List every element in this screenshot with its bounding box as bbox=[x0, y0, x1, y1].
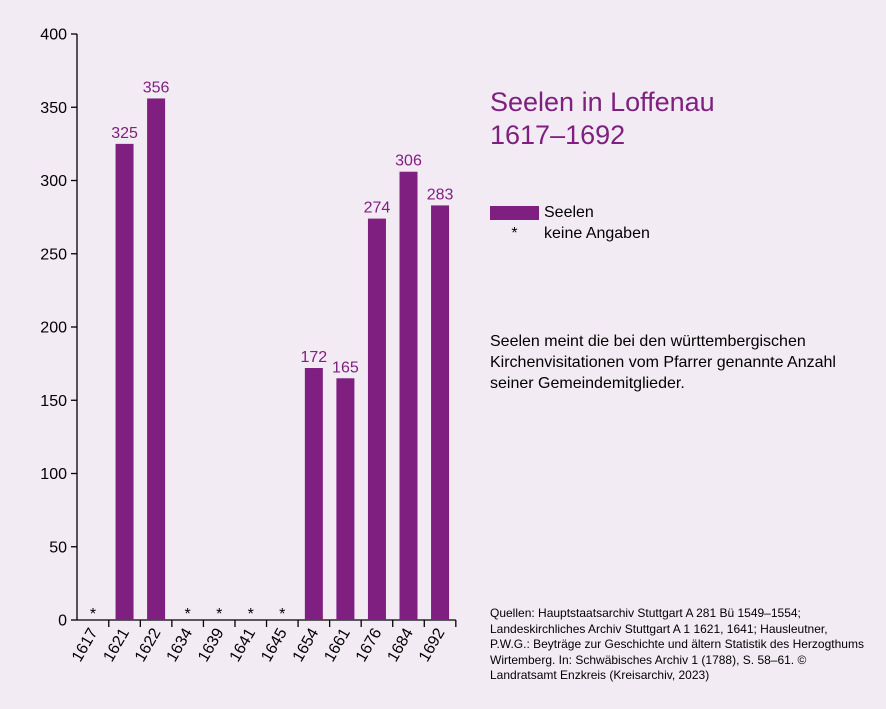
data-label: 306 bbox=[395, 153, 422, 170]
definition-note: Seelen meint die bei den württembergisch… bbox=[490, 333, 836, 392]
missing-data-marker: * bbox=[185, 606, 191, 623]
legend-item-series: Seelen bbox=[490, 202, 650, 223]
x-tick-label: 1639 bbox=[195, 625, 228, 664]
data-label: 283 bbox=[427, 186, 454, 203]
legend-item-missing: * keine Angaben bbox=[490, 223, 650, 244]
chart-title: Seelen in Loffenau 1617–1692 bbox=[490, 86, 715, 152]
chart-title-line-2: 1617–1692 bbox=[490, 120, 626, 150]
missing-data-marker: * bbox=[216, 606, 222, 623]
x-tick-label: 1621 bbox=[100, 625, 133, 664]
x-tick-label: 1661 bbox=[321, 625, 354, 664]
x-tick-label: 1641 bbox=[227, 625, 260, 664]
legend-missing-label: keine Angaben bbox=[544, 224, 650, 242]
legend: Seelen * keine Angaben bbox=[490, 202, 650, 244]
missing-data-marker: * bbox=[279, 606, 285, 623]
bar bbox=[431, 205, 450, 620]
sources-text: Quellen: Hauptstaatsarchiv Stuttgart A 2… bbox=[490, 606, 864, 682]
bar bbox=[367, 218, 386, 620]
legend-series-label: Seelen bbox=[544, 203, 594, 221]
y-tick-label: 200 bbox=[40, 320, 67, 337]
x-tick-label: 1676 bbox=[353, 625, 386, 664]
y-tick-label: 250 bbox=[40, 246, 67, 263]
x-tick-label: 1654 bbox=[290, 625, 323, 664]
x-tick-label: 1617 bbox=[69, 625, 102, 664]
y-tick-label: 100 bbox=[40, 466, 67, 483]
bar bbox=[399, 171, 418, 620]
y-tick-label: 150 bbox=[40, 393, 67, 410]
data-label: 165 bbox=[332, 359, 359, 376]
x-tick-label: 1692 bbox=[416, 625, 449, 664]
x-tick-label: 1622 bbox=[132, 625, 165, 664]
y-tick-label: 350 bbox=[40, 100, 67, 117]
legend-swatch bbox=[490, 205, 539, 220]
chart-title-line-1: Seelen in Loffenau bbox=[490, 87, 715, 117]
y-tick-label: 50 bbox=[49, 539, 67, 556]
x-tick-label: 1684 bbox=[384, 625, 417, 664]
data-label: 325 bbox=[111, 125, 138, 142]
bar bbox=[147, 98, 166, 620]
y-tick-label: 400 bbox=[40, 27, 67, 44]
data-label: 274 bbox=[364, 200, 391, 217]
x-tick-label: 1645 bbox=[258, 625, 291, 664]
y-tick-label: 0 bbox=[58, 613, 67, 630]
bar bbox=[304, 368, 323, 620]
x-tick-label: 1634 bbox=[164, 625, 197, 664]
bar bbox=[336, 378, 355, 620]
data-label: 356 bbox=[143, 79, 170, 96]
missing-data-marker: * bbox=[90, 606, 96, 623]
missing-data-marker: * bbox=[248, 606, 254, 623]
bar bbox=[115, 143, 134, 620]
data-label: 172 bbox=[300, 349, 327, 366]
y-tick-label: 300 bbox=[40, 173, 67, 190]
legend-star-symbol: * bbox=[511, 224, 518, 242]
